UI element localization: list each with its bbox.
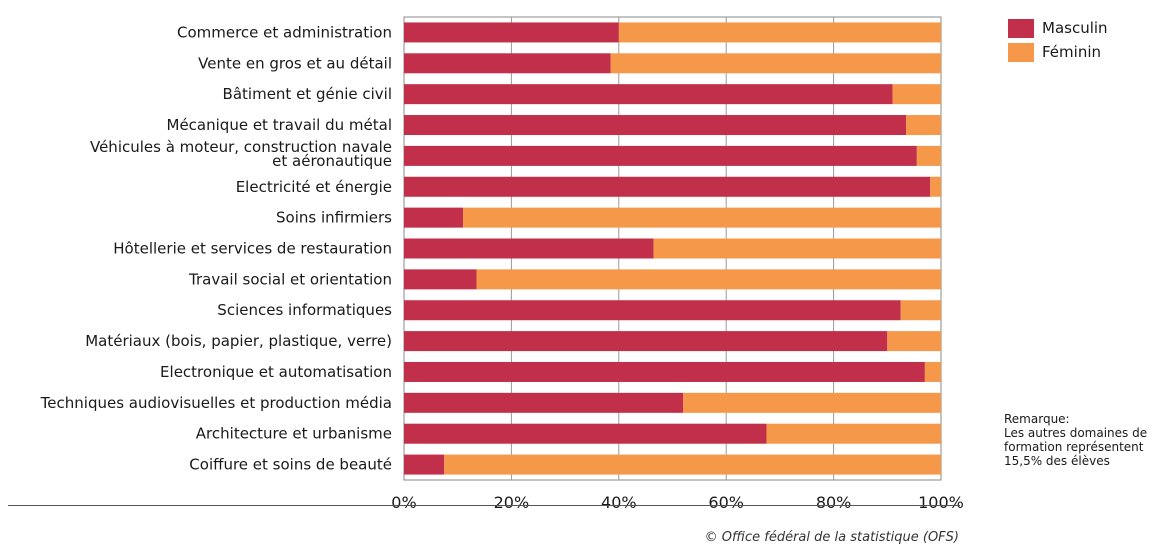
legend-label-masculin: Masculin: [1042, 19, 1108, 37]
bar-masculin: [404, 361, 925, 382]
remark-note: Remarque: Les autres domaines de formati…: [1004, 412, 1169, 468]
bar-feminin: [618, 22, 941, 43]
category-label: Hôtellerie et services de restauration: [113, 240, 392, 258]
bar-feminin: [610, 53, 941, 74]
remark-line: Remarque:: [1004, 412, 1070, 426]
legend-item-masculin: Masculin: [1008, 16, 1108, 40]
category-label: Travail social et orientation: [188, 270, 392, 288]
bar-feminin: [476, 269, 941, 290]
bar-masculin: [404, 84, 893, 105]
category-label: Coiffure et soins de beauté: [189, 456, 392, 474]
bar-feminin: [653, 238, 941, 259]
legend-swatch-feminin: [1008, 42, 1034, 62]
bar-masculin: [404, 300, 901, 321]
bar-feminin: [930, 176, 941, 197]
source-credit: © Office fédéral de la statistique (OFS): [704, 530, 959, 545]
legend-label-feminin: Féminin: [1042, 43, 1101, 61]
category-label: Soins infirmiers: [276, 209, 392, 227]
bar-feminin: [916, 145, 941, 166]
bar-masculin: [404, 238, 654, 259]
footer-divider: [8, 505, 960, 506]
bar-masculin: [404, 53, 611, 74]
category-label: Bâtiment et génie civil: [223, 85, 392, 103]
x-tick-label: 60%: [708, 493, 744, 512]
x-tick-label: 40%: [601, 493, 637, 512]
x-tick-label: 80%: [816, 493, 852, 512]
remark-line: formation représentent: [1004, 440, 1144, 454]
bar-masculin: [404, 331, 888, 352]
category-label: Sciences informatiques: [217, 301, 392, 319]
bar-feminin: [900, 300, 941, 321]
category-label: Electronique et automatisation: [160, 363, 392, 381]
bar-feminin: [463, 207, 941, 228]
category-label: Electricité et énergie: [236, 178, 392, 196]
category-label: Mécanique et travail du métal: [167, 116, 392, 134]
bar-feminin: [924, 361, 941, 382]
x-tick-label: 0%: [391, 493, 416, 512]
category-label: Matériaux (bois, papier, plastique, verr…: [85, 332, 392, 350]
bar-masculin: [404, 176, 931, 197]
bar-masculin: [404, 207, 464, 228]
legend-swatch-masculin: [1008, 18, 1034, 38]
bar-masculin: [404, 145, 917, 166]
x-tick-label: 100%: [918, 493, 964, 512]
category-label: Commerce et administration: [177, 23, 392, 41]
bar-feminin: [887, 331, 941, 352]
remark-line: 15,5% des élèves: [1004, 454, 1110, 468]
remark-line: Les autres domaines de: [1004, 426, 1148, 440]
legend: Masculin Féminin: [1008, 16, 1108, 64]
bar-masculin: [404, 423, 767, 444]
bar-feminin: [766, 423, 941, 444]
bar-masculin: [404, 392, 684, 413]
category-label: Vente en gros et au détail: [198, 54, 392, 72]
legend-item-feminin: Féminin: [1008, 40, 1108, 64]
category-label: Techniques audiovisuelles et production …: [40, 394, 392, 412]
bar-masculin: [404, 269, 477, 290]
x-tick-label: 20%: [494, 493, 530, 512]
category-label: Architecture et urbanisme: [196, 425, 392, 443]
bar-masculin: [404, 22, 619, 43]
category-label: Véhicules à moteur, construction navale e…: [90, 138, 392, 170]
bar-feminin: [906, 115, 941, 136]
bar-feminin: [444, 454, 941, 475]
bar-feminin: [892, 84, 941, 105]
bar-masculin: [404, 454, 445, 475]
bar-feminin: [683, 392, 941, 413]
bar-masculin: [404, 115, 907, 136]
